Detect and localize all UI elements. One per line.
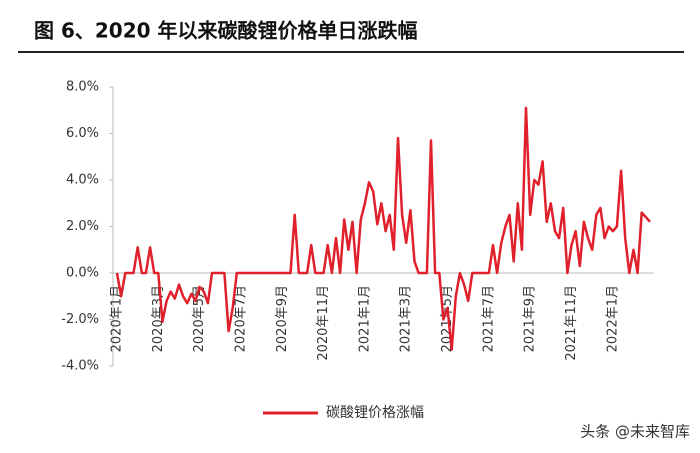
legend-label: 碳酸锂价格涨幅 [326, 405, 424, 421]
x-tick-label: 2022年1月 [605, 285, 620, 352]
y-tick-label: 6.0% [66, 126, 99, 141]
y-tick-label: -4.0% [61, 359, 99, 374]
y-tick-label: 8.0% [66, 80, 99, 95]
x-tick-label: 2020年7月 [233, 285, 248, 352]
x-tick-label: 2021年9月 [523, 285, 538, 352]
x-tick-label: 2021年1月 [357, 285, 372, 352]
y-tick-label: 4.0% [66, 173, 99, 188]
chart-title: 图 6、2020 年以来碳酸锂价格单日涨跌幅 [34, 19, 418, 43]
x-tick-label: 2021年3月 [399, 285, 414, 352]
y-tick-label: -2.0% [61, 312, 99, 327]
x-tick-label: 2020年9月 [275, 285, 290, 352]
x-tick-label: 2021年11月 [564, 285, 579, 361]
x-tick-label: 2020年1月 [110, 285, 125, 352]
x-tick-label: 2020年11月 [316, 285, 331, 361]
y-tick-label: 0.0% [66, 266, 99, 281]
x-tick-label: 2021年7月 [481, 285, 496, 352]
data-line [115, 106, 651, 351]
watermark: 头条 @未来智库 [580, 423, 690, 441]
x-tick-label: 2020年3月 [151, 285, 166, 352]
y-tick-label: 2.0% [66, 219, 99, 234]
